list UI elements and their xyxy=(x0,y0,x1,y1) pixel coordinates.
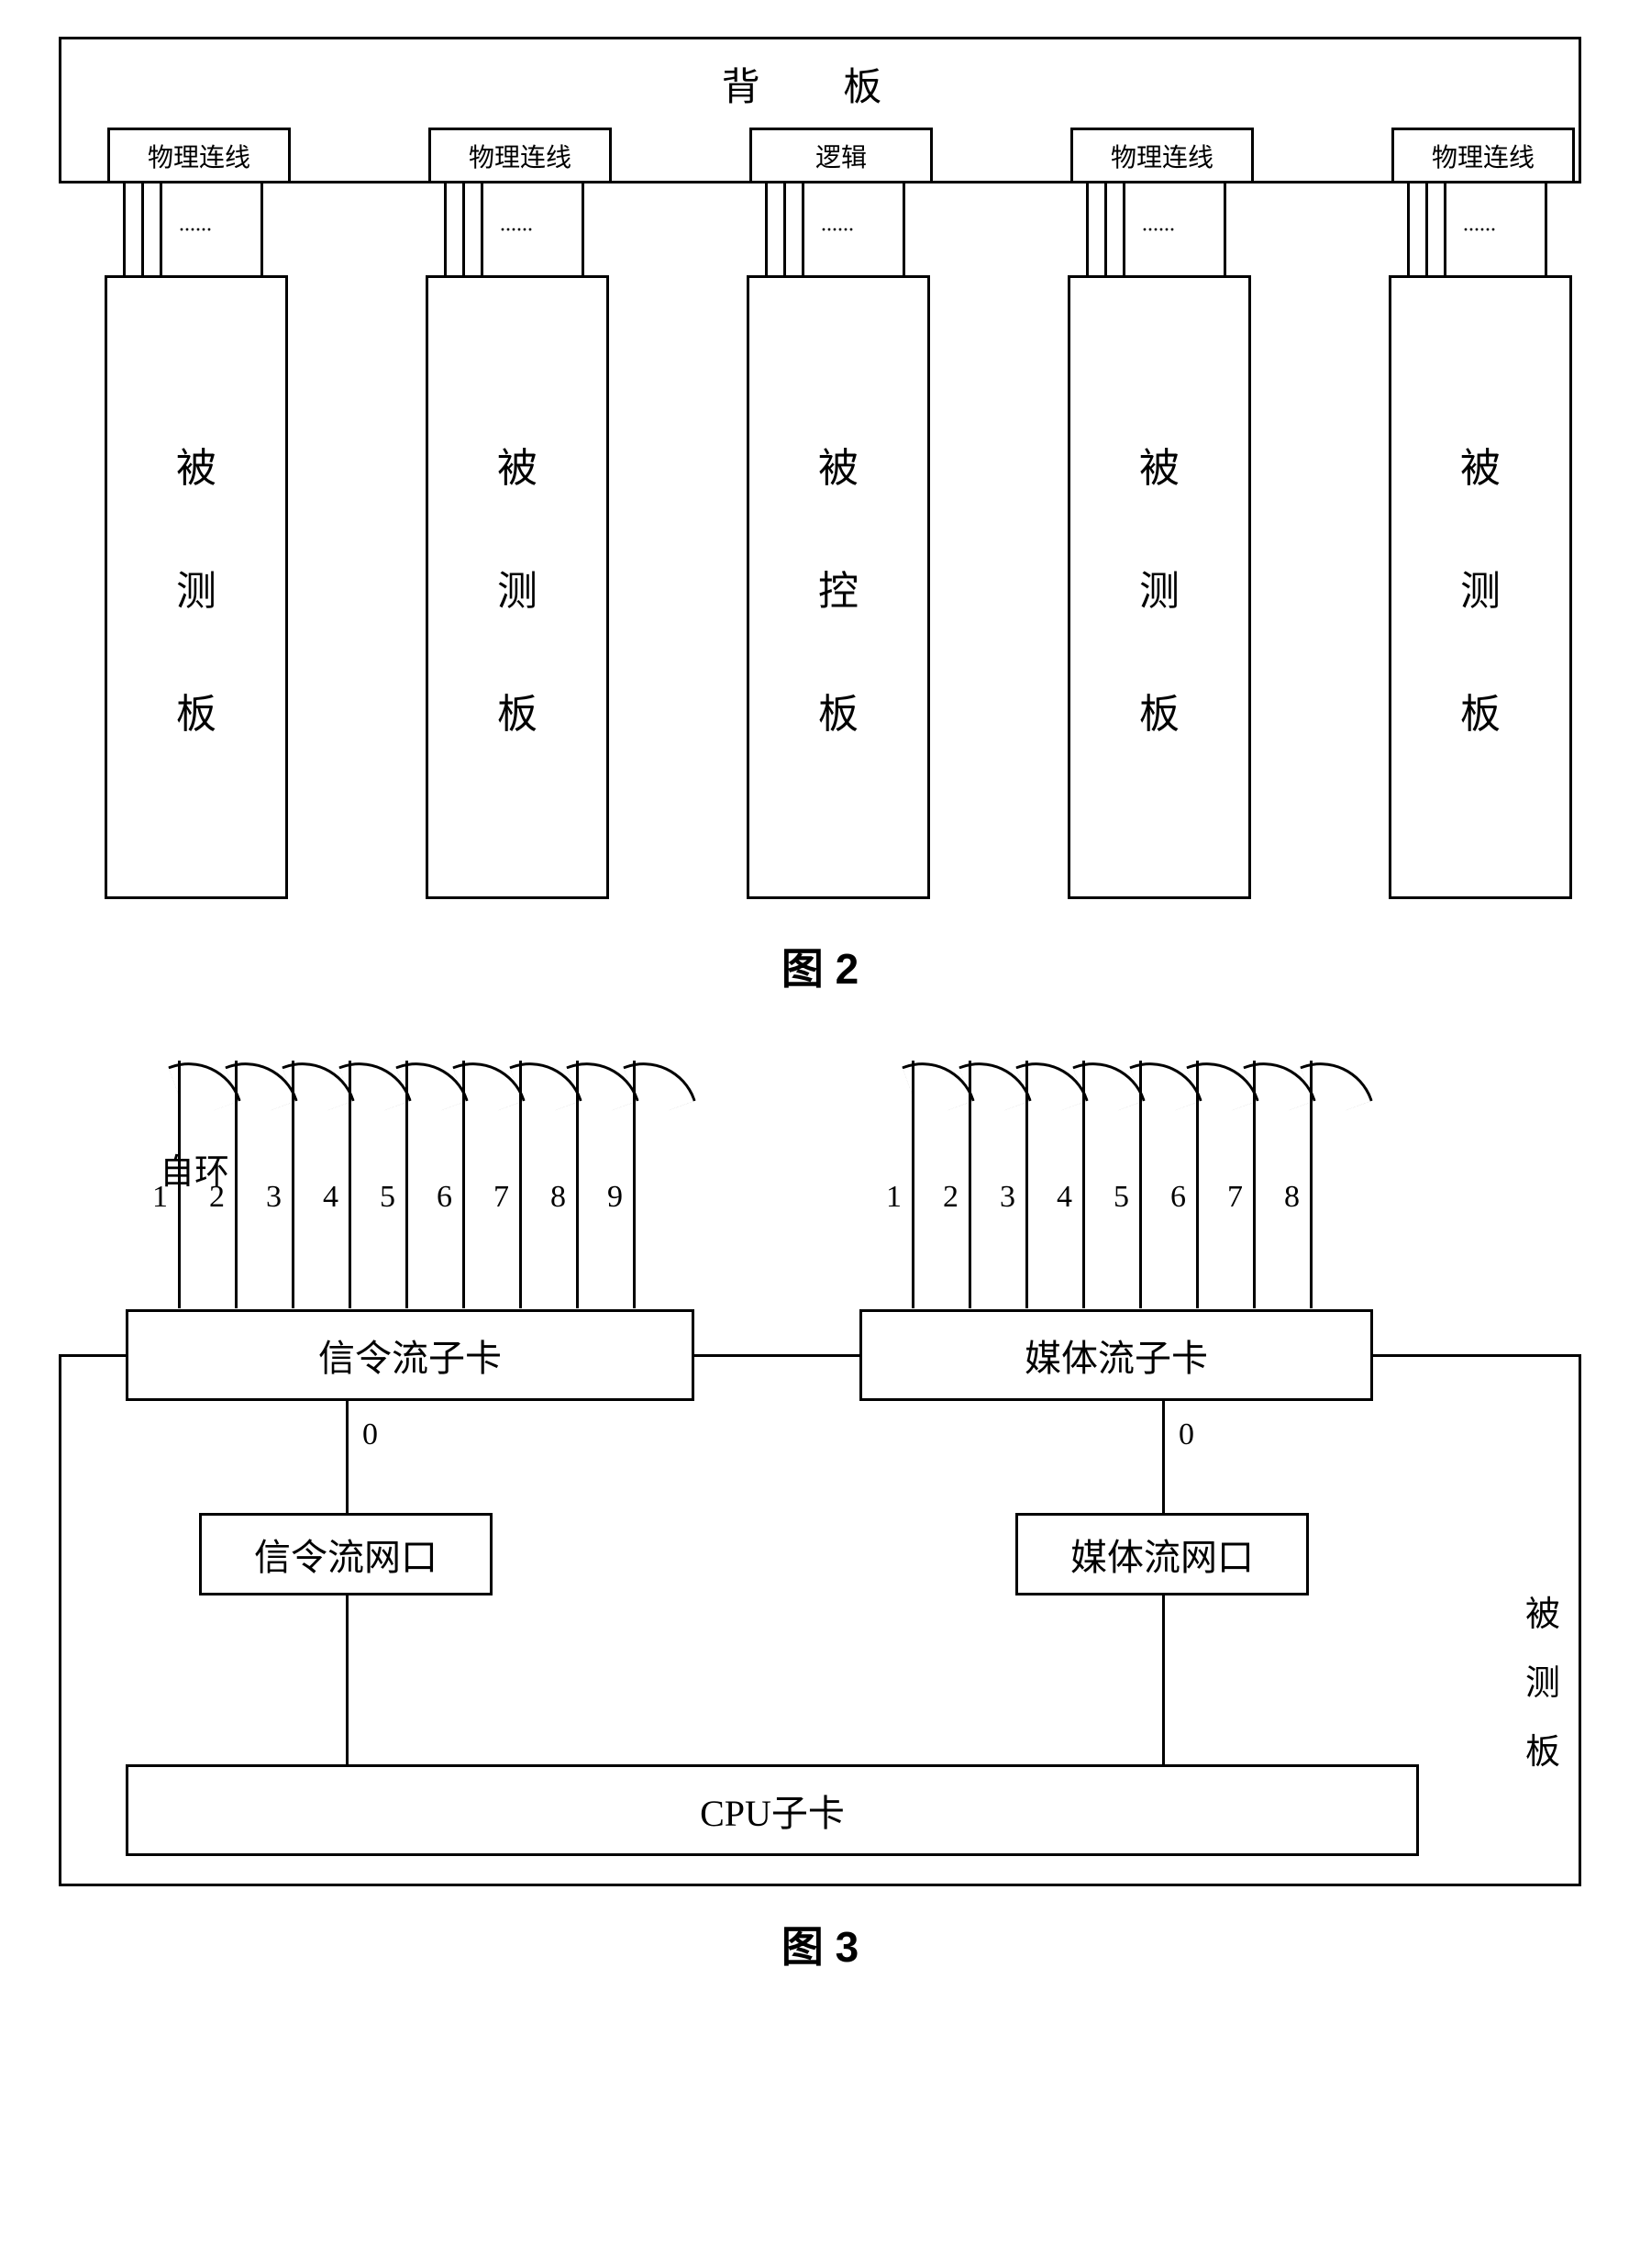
dut-board-label: 被测板 xyxy=(1525,1585,1560,1773)
vline xyxy=(903,183,905,275)
port-number: 5 xyxy=(380,1180,395,1215)
board-card-label: 被测板 xyxy=(1391,278,1569,896)
vline xyxy=(1444,183,1446,275)
signaling-net-port: 信令流网口 xyxy=(199,1513,493,1595)
port-number: 7 xyxy=(1227,1180,1243,1215)
port-number: 5 xyxy=(1114,1180,1129,1215)
vline xyxy=(462,183,465,275)
wire-sig-sub-to-port xyxy=(346,1401,349,1513)
connector-lines: ······ xyxy=(105,183,288,275)
vline xyxy=(123,183,126,275)
vline xyxy=(1425,183,1428,275)
vline xyxy=(260,183,263,275)
media-net-port: 媒体流网口 xyxy=(1015,1513,1309,1595)
board-card-label: 被测板 xyxy=(428,278,606,896)
port-number: 7 xyxy=(493,1180,509,1215)
connector-box: 物理连线 xyxy=(428,128,612,181)
board-card: 被控板 xyxy=(747,275,930,899)
figure-2-caption: 图 2 xyxy=(55,936,1585,996)
vline xyxy=(765,183,768,275)
media-subcard: 媒体流子卡 xyxy=(859,1309,1373,1401)
port-number: 3 xyxy=(1000,1180,1015,1215)
vline xyxy=(783,183,786,275)
port-number: 3 xyxy=(266,1180,282,1215)
dots: ······ xyxy=(820,218,853,243)
connector-lines: ······ xyxy=(1068,183,1251,275)
dut-board: 信令流子卡 媒体流子卡 0 0 信令流网口 媒体流网口 CPU子卡 被测板 xyxy=(59,1354,1581,1886)
signaling-subcard: 信令流子卡 xyxy=(126,1309,694,1401)
cpu-subcard: CPU子卡 xyxy=(126,1764,1419,1856)
slot: ······ 被测板 xyxy=(1389,183,1572,899)
board-card-label: 被控板 xyxy=(749,278,927,896)
board-card-label: 被测板 xyxy=(1070,278,1248,896)
slot: ······ 被控板 xyxy=(747,183,930,899)
board-card: 被测板 xyxy=(1068,275,1251,899)
slot: ······ 被测板 xyxy=(426,183,609,899)
vline xyxy=(802,183,804,275)
backplane-label: 背 板 xyxy=(61,56,1579,112)
slot: ······ 被测板 xyxy=(1068,183,1251,899)
figure-3: 自环 12345678912345678 信令流子卡 媒体流子卡 0 0 信令流… xyxy=(59,1061,1581,1886)
vline xyxy=(1407,183,1410,275)
vline xyxy=(1086,183,1089,275)
backplane: 背 板 物理连线 物理连线 逻辑 物理连线 物理连线 xyxy=(59,37,1581,183)
port-number: 2 xyxy=(209,1180,225,1215)
vline xyxy=(582,183,584,275)
vline xyxy=(160,183,162,275)
dots: ······ xyxy=(499,218,532,243)
vline xyxy=(1224,183,1226,275)
connector-lines: ······ xyxy=(747,183,930,275)
port-number: 6 xyxy=(1170,1180,1186,1215)
vline xyxy=(444,183,447,275)
vline xyxy=(1545,183,1547,275)
port-number: 2 xyxy=(943,1180,959,1215)
port-number: 6 xyxy=(437,1180,452,1215)
wire-sig-port-to-cpu xyxy=(346,1595,349,1770)
vline xyxy=(1123,183,1125,275)
figure-3-caption: 图 3 xyxy=(55,1914,1585,1974)
board-card: 被测板 xyxy=(1389,275,1572,899)
connector-box: 逻辑 xyxy=(749,128,933,181)
vline xyxy=(141,183,144,275)
connector-box: 物理连线 xyxy=(1391,128,1575,181)
wire-media-sub-to-port xyxy=(1162,1401,1165,1513)
slot: ······ 被测板 xyxy=(105,183,288,899)
vline xyxy=(481,183,483,275)
port-number: 1 xyxy=(886,1180,902,1215)
vline xyxy=(1104,183,1107,275)
connector-lines: ······ xyxy=(426,183,609,275)
port-number: 4 xyxy=(323,1180,338,1215)
board-card: 被测板 xyxy=(105,275,288,899)
port-number: 1 xyxy=(152,1180,168,1215)
connector-box: 物理连线 xyxy=(1070,128,1254,181)
figure-2: 背 板 物理连线 物理连线 逻辑 物理连线 物理连线 ······ 被测板 ······ 被测… xyxy=(59,37,1581,908)
media-zero: 0 xyxy=(1179,1418,1194,1452)
port-number: 4 xyxy=(1057,1180,1072,1215)
port-number: 9 xyxy=(607,1180,623,1215)
connector-box: 物理连线 xyxy=(107,128,291,181)
dots: ······ xyxy=(178,218,211,243)
board-card: 被测板 xyxy=(426,275,609,899)
dots: ······ xyxy=(1141,218,1174,243)
board-card-label: 被测板 xyxy=(107,278,285,896)
port-number: 8 xyxy=(550,1180,566,1215)
port-number: 8 xyxy=(1284,1180,1300,1215)
dots: ······ xyxy=(1462,218,1495,243)
sig-zero: 0 xyxy=(362,1418,378,1452)
connector-lines: ······ xyxy=(1389,183,1572,275)
wire-media-port-to-cpu xyxy=(1162,1595,1165,1770)
